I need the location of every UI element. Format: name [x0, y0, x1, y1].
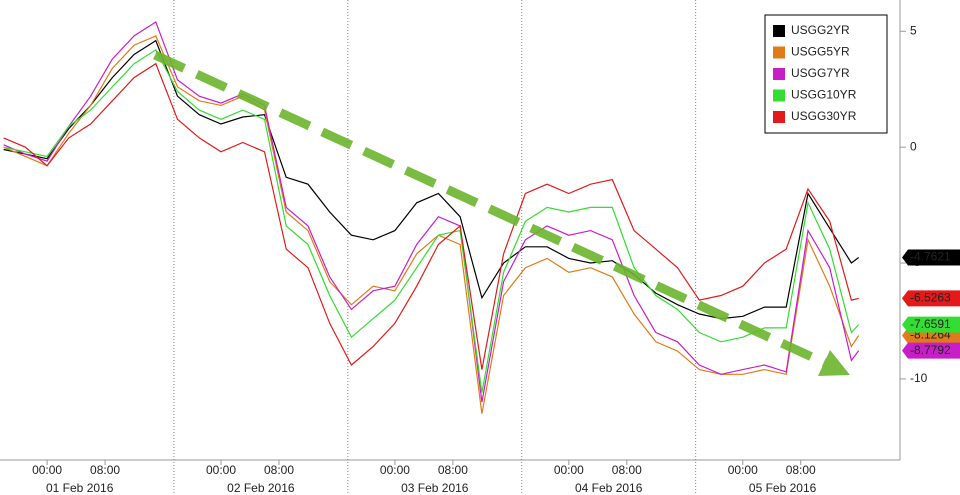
legend-label: USGG10YR — [791, 88, 857, 102]
x-tick-label: 08:00 — [438, 463, 468, 477]
arrow-head — [818, 350, 850, 376]
last-value-labels: -4.7621-8.1264-8.7792-7.6591-6.5263 — [902, 249, 960, 359]
last-value-label: -6.5263 — [910, 291, 951, 305]
legend-swatch — [773, 46, 785, 59]
series-line — [3, 62, 859, 370]
x-tick-label: 00:00 — [380, 463, 410, 477]
x-tick-label: 00:00 — [728, 463, 758, 477]
y-tick-label: 5 — [910, 23, 917, 37]
legend-swatch — [773, 111, 785, 123]
x-tick-label: 08:00 — [264, 463, 294, 477]
legend: USGG2YR USGG5YR USGG7YR USGG10YR USGG30YR — [764, 14, 888, 134]
series-line — [3, 48, 860, 393]
legend-label: USGG2YR — [791, 23, 850, 37]
day-label: 04 Feb 2016 — [575, 481, 643, 495]
x-tick-label: 00:00 — [554, 463, 584, 477]
last-value-label: -8.7792 — [910, 343, 951, 357]
last-value-label: -7.6591 — [910, 317, 951, 331]
last-value-bg — [902, 342, 960, 359]
series-line — [3, 21, 860, 403]
legend-swatch — [773, 25, 785, 37]
x-tick-label: 00:00 — [206, 463, 236, 477]
legend-swatch — [773, 68, 785, 80]
legend-swatch — [773, 89, 785, 102]
x-tick-label: 00:00 — [32, 463, 62, 477]
y-tick-label: 0 — [910, 139, 917, 153]
last-value-bg — [902, 249, 960, 266]
last-value-label: -4.7621 — [910, 250, 951, 264]
day-label: 05 Feb 2016 — [749, 481, 817, 495]
x-tick-label: 08:00 — [90, 463, 120, 477]
plot-area: 50-5-1000:0008:0000:0008:0000:0008:0000:… — [0, 0, 928, 495]
series-line — [3, 39, 860, 320]
arrow-shaft — [153, 50, 827, 368]
legend-box — [764, 14, 888, 134]
x-tick-label: 08:00 — [786, 463, 816, 477]
x-tick-label: 08:00 — [612, 463, 642, 477]
legend-label: USGG7YR — [791, 66, 850, 80]
last-value-bg — [902, 290, 960, 307]
day-label: 02 Feb 2016 — [227, 481, 295, 495]
day-label: 01 Feb 2016 — [46, 481, 114, 495]
last-value-bg — [902, 316, 960, 333]
trend-arrow — [153, 50, 850, 376]
y-tick-label: -10 — [910, 371, 928, 385]
legend-label: USGG5YR — [791, 45, 850, 59]
day-label: 03 Feb 2016 — [401, 481, 469, 495]
legend-label: USGG30YR — [791, 109, 857, 123]
